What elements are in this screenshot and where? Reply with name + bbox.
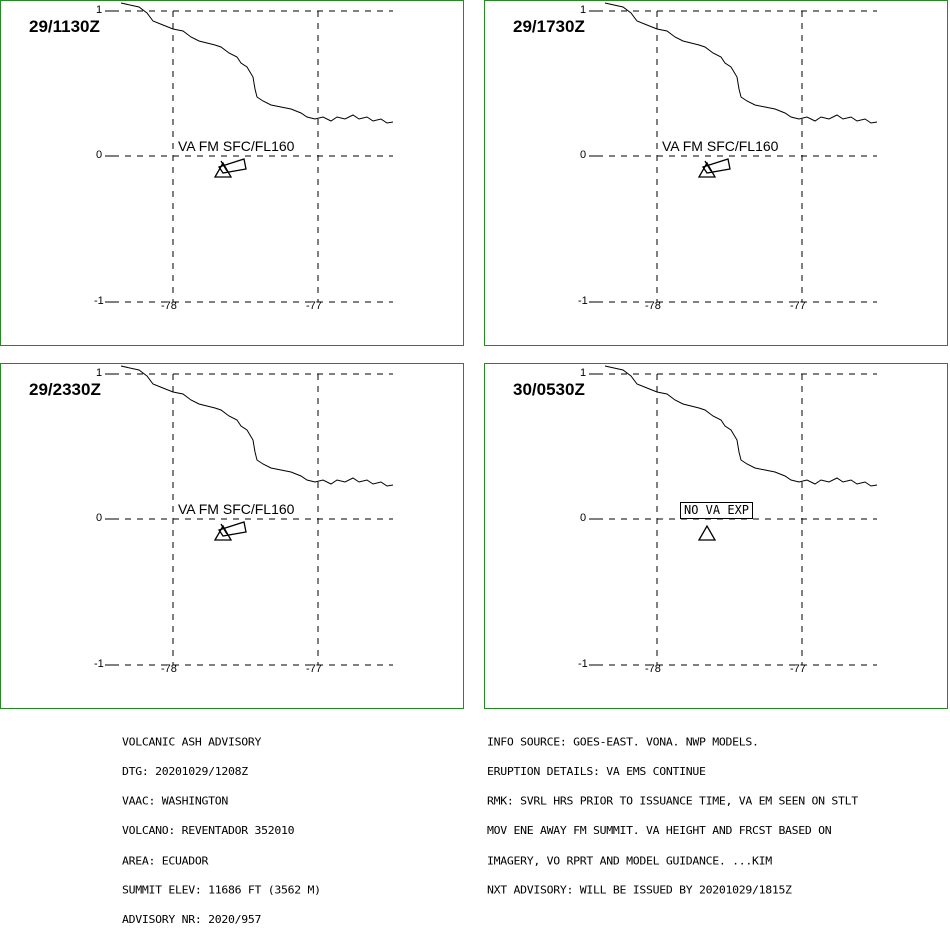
- volcano-icon: [213, 524, 233, 541]
- advisory-left-text: VOLCANIC ASH ADVISORY DTG: 20201029/1208…: [122, 717, 321, 934]
- graticule: [113, 10, 393, 303]
- lon-label-left: -78: [645, 300, 661, 312]
- coastline: [120, 2, 394, 124]
- advisory-line: IMAGERY, VO RPRT AND MODEL GUIDANCE. ...…: [487, 853, 772, 867]
- advisory-right-text: INFO SOURCE: GOES-EAST. VONA. NWP MODELS…: [487, 717, 858, 905]
- lat-label-bottom: -1: [94, 295, 104, 307]
- lat-label-mid: 0: [96, 512, 103, 524]
- lat-label-mid: 0: [580, 149, 587, 161]
- advisory-line: MOV ENE AWAY FM SUMMIT. VA HEIGHT AND FR…: [487, 823, 832, 838]
- tick-marks: [105, 10, 113, 303]
- advisory-line: ERUPTION DETAILS: VA EMS CONTINUE: [487, 764, 706, 778]
- map-panel: 29/1730Z 1 0 -1 -78 -77 VA FM SFC/FL160: [484, 0, 948, 346]
- lat-label-top: 1: [96, 4, 103, 16]
- advisory-line: ADVISORY NR: 2020/957: [122, 912, 262, 927]
- lon-label-right: -77: [306, 663, 322, 675]
- tick-marks: [589, 373, 597, 666]
- lat-label-mid: 0: [580, 512, 587, 524]
- lon-label-right: -77: [790, 300, 806, 312]
- advisory-line: SUMMIT ELEV: 11686 FT (3562 M): [122, 883, 321, 897]
- coastline: [120, 365, 394, 487]
- advisory-line: DTG: 20201029/1208Z: [122, 764, 248, 778]
- advisory-line: VOLCANIC ASH ADVISORY: [122, 734, 262, 749]
- lon-label-right: -77: [306, 300, 322, 312]
- lon-label-right: -77: [790, 663, 806, 675]
- lat-label-mid: 0: [96, 149, 103, 161]
- panel-time: 30/0530Z: [513, 380, 585, 399]
- lat-label-top: 1: [580, 367, 587, 379]
- panel-time: 29/1130Z: [29, 17, 100, 36]
- lat-label-bottom: -1: [94, 658, 104, 670]
- map-canvas: [105, 365, 394, 666]
- no-va-label: NO VA EXP: [680, 502, 754, 519]
- graticule: [113, 373, 393, 666]
- advisory-line: NXT ADVISORY: WILL BE ISSUED BY 20201029…: [487, 883, 792, 897]
- lon-label-left: -78: [161, 663, 177, 675]
- va-label: VA FM SFC/FL160: [178, 138, 295, 154]
- advisory-line: RMK: SVRL HRS PRIOR TO ISSUANCE TIME, VA…: [487, 794, 858, 808]
- va-label: VA FM SFC/FL160: [178, 501, 295, 517]
- graticule: [597, 10, 877, 303]
- map-canvas: [589, 2, 878, 303]
- tick-marks: [105, 373, 113, 666]
- lat-label-top: 1: [96, 367, 103, 379]
- va-label: VA FM SFC/FL160: [662, 138, 779, 154]
- advisory-line: INFO SOURCE: GOES-EAST. VONA. NWP MODELS…: [487, 734, 759, 749]
- panel-time: 29/2330Z: [29, 380, 101, 399]
- panel-time: 29/1730Z: [513, 17, 585, 36]
- map-canvas: [589, 365, 878, 666]
- graticule: [597, 373, 877, 666]
- coastline: [604, 2, 878, 124]
- map-panel: 29/1130Z 1 0 -1 -78 -77 VA FM SFC/FL160: [0, 0, 464, 346]
- coastline: [604, 365, 878, 487]
- ash-cloud-polygon: [701, 158, 731, 174]
- lon-label-left: -78: [161, 300, 177, 312]
- map-panel: 30/0530Z 1 0 -1 -78 -77 NO VA EXP: [484, 363, 948, 709]
- advisory-line: VOLCANO: REVENTADOR 352010: [122, 823, 295, 838]
- advisory-line: AREA: ECUADOR: [122, 853, 209, 867]
- map-panel: 29/2330Z 1 0 -1 -78 -77 VA FM SFC/FL160: [0, 363, 464, 709]
- volcano-icon: [697, 161, 717, 178]
- ash-cloud-polygon: [217, 521, 247, 537]
- lat-label-bottom: -1: [578, 658, 588, 670]
- lat-label-bottom: -1: [578, 295, 588, 307]
- map-canvas: [105, 2, 394, 303]
- lon-label-left: -78: [645, 663, 661, 675]
- tick-marks: [589, 10, 597, 303]
- volcano-icon: [697, 524, 717, 541]
- advisory-line: VAAC: WASHINGTON: [122, 794, 228, 808]
- lat-label-top: 1: [580, 4, 587, 16]
- ash-cloud-polygon: [217, 158, 247, 174]
- volcano-icon: [213, 161, 233, 178]
